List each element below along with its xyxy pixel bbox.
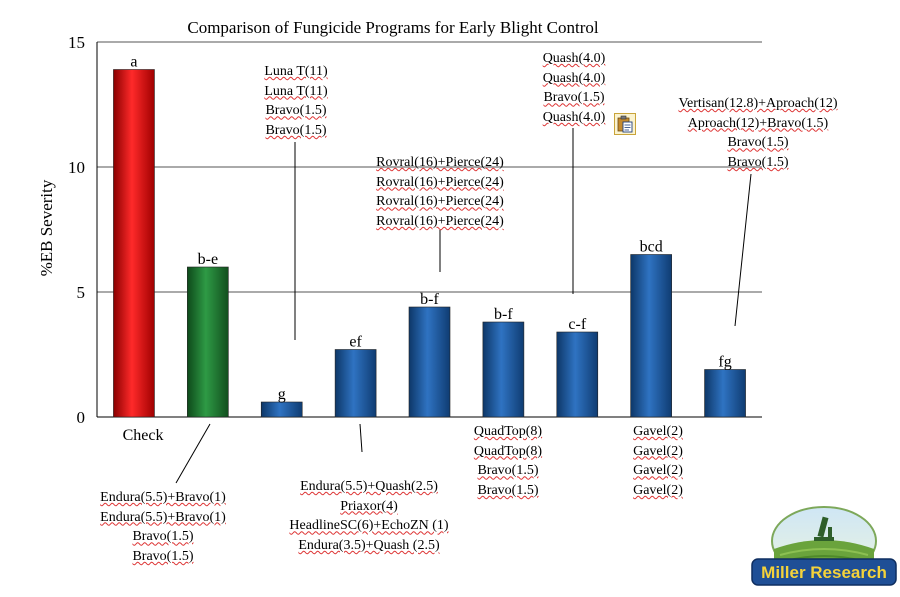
bar-7 — [556, 331, 599, 418]
program-label-3: Luna T(11) Luna T(11) Bravo(1.5) Bravo(1… — [246, 62, 346, 141]
program-line: Endura(5.5)+Quash(2.5) — [300, 479, 438, 494]
program-line: Rovral(16)+Pierce(24) — [376, 194, 504, 210]
leader-line-9 — [734, 173, 752, 327]
program-line: Bravo(1.5) — [132, 529, 194, 545]
program-label-7: Quash(4.0) Quash(4.0) Bravo(1.5) Quash(4… — [526, 49, 622, 128]
program-line: QuadTop(8) — [473, 424, 543, 439]
bar-letter-2: b-e — [198, 251, 218, 268]
bar-letter-3: g — [278, 386, 286, 403]
program-line: Bravo(1.5) — [477, 483, 539, 499]
program-line: HeadlineSC(6)+EchoZN (1) — [289, 518, 449, 534]
leader-line-2 — [175, 423, 211, 484]
program-line: Bravo(1.5) — [543, 90, 605, 106]
bar-2 — [187, 266, 229, 418]
program-label-8: Gavel(2) Gavel(2) Gavel(2) Gavel(2) — [618, 422, 698, 501]
program-line: Quash(4.0) — [542, 70, 606, 86]
program-line: Endura(5.5)+Bravo(1) — [100, 509, 226, 525]
miller-research-logo: Miller Research — [751, 506, 897, 586]
bar-letter-8: bcd — [640, 239, 663, 256]
program-label-9: Vertisan(12.8)+Aproach(12) Aproach(12)+B… — [652, 94, 864, 173]
program-label-4: Endura(5.5)+Quash(2.5) Priaxor(4) Headli… — [266, 477, 472, 556]
program-line: Aproach(12)+Bravo(1.5) — [687, 115, 829, 131]
program-line: Bravo(1.5) — [265, 103, 327, 119]
program-line: Quash(4.0) — [542, 110, 606, 126]
logo-text: Miller Research — [761, 563, 887, 582]
bar-6 — [482, 321, 525, 418]
bar-letter-9: fg — [718, 354, 731, 371]
leader-line-4 — [359, 423, 363, 453]
program-line: Quash(4.0) — [542, 51, 606, 66]
y-tick-label: 10 — [68, 158, 85, 177]
program-line: Rovral(16)+Pierce(24) — [376, 155, 504, 170]
bar-3 — [260, 401, 303, 418]
program-line: Luna T(11) — [264, 64, 328, 79]
microscope-icon — [814, 516, 834, 541]
program-line: Gavel(2) — [633, 443, 683, 459]
program-line: Bravo(1.5) — [265, 123, 327, 139]
program-line: Endura(3.5)+Quash (2.5) — [298, 538, 440, 554]
bar-4 — [334, 349, 377, 418]
program-line: Luna T(11) — [264, 83, 328, 99]
chart-title: Comparison of Fungicide Programs for Ear… — [187, 18, 599, 37]
program-line: Bravo(1.5) — [132, 549, 194, 565]
program-label-6: QuadTop(8) QuadTop(8) Bravo(1.5) Bravo(1… — [458, 422, 558, 501]
program-line: Gavel(2) — [633, 424, 683, 439]
bar-9 — [704, 369, 746, 418]
leader-lines — [175, 128, 752, 484]
bar-letter-7: c-f — [568, 316, 586, 333]
bar-1 — [113, 69, 155, 418]
y-tick-label: 5 — [77, 283, 86, 302]
program-line: Bravo(1.5) — [477, 463, 539, 479]
bar-letter-labels: a b-e g ef b-f b-f c-f bcd fg — [130, 54, 731, 404]
bar-letter-5: b-f — [420, 291, 439, 308]
bar-5 — [408, 306, 451, 418]
program-line: QuadTop(8) — [473, 443, 543, 459]
program-line: Priaxor(4) — [340, 498, 398, 514]
clipboard-icon[interactable] — [614, 113, 636, 135]
program-line: Bravo(1.5) — [727, 135, 789, 151]
program-line: Endura(5.5)+Bravo(1) — [100, 490, 226, 505]
y-axis-label: %EB Severity — [37, 179, 56, 276]
program-label-2: Endura(5.5)+Bravo(1) Endura(5.5)+Bravo(1… — [84, 488, 242, 567]
bar-letter-4: ef — [349, 334, 362, 351]
program-line: Vertisan(12.8)+Aproach(12) — [678, 96, 838, 111]
program-label-5: Rovral(16)+Pierce(24) Rovral(16)+Pierce(… — [356, 153, 524, 232]
bar-letter-1: a — [130, 54, 137, 71]
program-line: Rovral(16)+Pierce(24) — [376, 214, 504, 230]
program-line: Gavel(2) — [633, 463, 683, 479]
program-line: Bravo(1.5) — [727, 155, 789, 171]
program-line: Rovral(16)+Pierce(24) — [376, 174, 504, 190]
bar-8 — [630, 254, 672, 418]
bars — [113, 69, 746, 418]
y-tick-label: 15 — [68, 33, 85, 52]
bar-letter-6: b-f — [494, 306, 513, 323]
category-label-check: Check — [123, 427, 164, 444]
y-tick-labels: 0 5 10 15 — [68, 33, 85, 427]
program-line: Gavel(2) — [633, 483, 683, 499]
y-tick-label: 0 — [77, 408, 86, 427]
